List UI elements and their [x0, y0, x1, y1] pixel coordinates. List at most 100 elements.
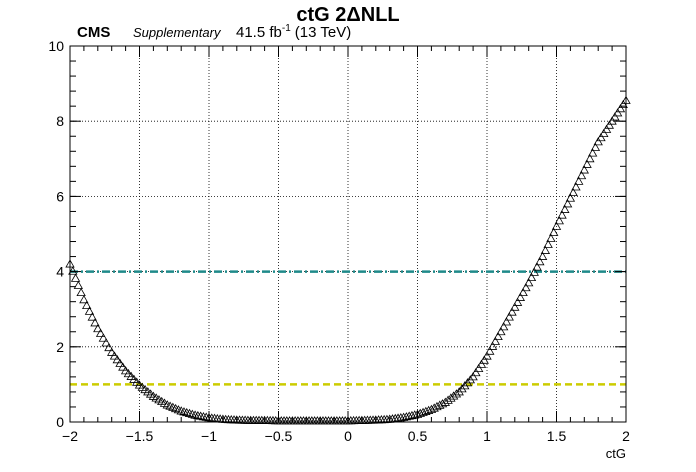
data-point: [282, 416, 292, 425]
x-tick-label: −1.5: [126, 428, 154, 444]
data-point: [115, 358, 125, 367]
data-point: [610, 112, 620, 121]
data-point: [473, 363, 484, 373]
data-point: [87, 312, 97, 321]
data-point: [76, 287, 86, 297]
data-point: [79, 294, 89, 304]
data-point: [493, 331, 503, 341]
data-point: [515, 292, 526, 301]
data-point: [462, 378, 473, 387]
x-tick-label: 1: [483, 428, 491, 444]
data-point: [451, 389, 462, 398]
data-point: [465, 375, 476, 384]
data-point: [549, 227, 559, 236]
data-point: [321, 416, 331, 425]
data-point: [182, 407, 192, 417]
data-point: [187, 409, 198, 418]
data-point: [109, 351, 120, 360]
data-point: [482, 351, 492, 360]
data-point: [512, 297, 523, 306]
data-point: [532, 262, 542, 271]
data-point: [443, 395, 453, 404]
data-point: [576, 170, 587, 180]
data-point: [587, 148, 598, 157]
data-point: [507, 307, 517, 316]
data-point: [490, 336, 501, 345]
data-point: [95, 328, 106, 337]
data-point: [485, 346, 495, 355]
data-point: [557, 210, 567, 219]
data-point: [568, 187, 578, 197]
data-point: [165, 401, 175, 410]
data-point: [404, 411, 414, 420]
y-tick-label: 8: [56, 113, 64, 129]
data-point: [546, 233, 556, 242]
data-point: [537, 251, 548, 260]
data-point: [582, 159, 592, 168]
data-point: [599, 128, 609, 138]
data-point: [498, 322, 509, 331]
data-point: [590, 142, 601, 151]
data-point: [571, 182, 581, 191]
data-point: [524, 278, 534, 287]
data-point: [593, 137, 603, 146]
grid: [70, 46, 626, 422]
data-point: [107, 347, 117, 356]
x-tick-label: −1: [201, 428, 217, 444]
data-point: [84, 306, 95, 315]
data-point: [540, 245, 551, 254]
data-point: [496, 326, 506, 336]
axis-ticks: [69, 45, 627, 423]
data-point: [73, 280, 84, 289]
data-point: [454, 387, 464, 396]
data-point: [529, 267, 539, 276]
data-point: [334, 416, 345, 425]
data-point: [471, 367, 481, 377]
data-point: [265, 415, 275, 425]
data-point: [448, 391, 459, 400]
data-point: [168, 402, 178, 411]
reference-lines: [70, 270, 626, 386]
y-tick-label: 4: [56, 264, 64, 280]
supplementary-label: Supplementary: [133, 25, 222, 40]
data-point: [104, 342, 114, 352]
data-point: [612, 108, 623, 117]
y-tick-label: 2: [56, 339, 64, 355]
data-point: [195, 411, 206, 420]
x-axis-title: ctG: [606, 446, 626, 461]
tick-labels: −2 −1.5 −1 −0.5 0 0.5 1 1.5 2 0 2 4 6 8 10: [48, 38, 630, 444]
data-point: [543, 239, 553, 248]
x-tick-label: 0.5: [408, 428, 428, 444]
data-point: [401, 412, 412, 421]
data-point: [184, 408, 195, 417]
data-point: [93, 323, 103, 333]
data-point: [307, 416, 317, 425]
data-point: [279, 416, 289, 425]
data-point: [574, 176, 584, 185]
data-point: [68, 266, 78, 275]
data-point: [615, 103, 626, 113]
data-point: [179, 407, 189, 416]
y-tick-label: 6: [56, 188, 64, 204]
data-point: [70, 273, 81, 282]
experiment-label: CMS: [77, 24, 110, 41]
data-point: [535, 257, 545, 266]
data-point: [198, 412, 209, 421]
data-point: [479, 355, 489, 364]
data-point: [476, 359, 487, 368]
data-point: [501, 317, 512, 326]
data-point: [510, 302, 520, 311]
data-point: [268, 415, 278, 425]
data-point: [521, 282, 531, 292]
data-point: [101, 338, 111, 347]
data-point: [440, 397, 450, 406]
data-point: [293, 416, 303, 425]
data-point: [118, 362, 128, 371]
data-point: [504, 312, 514, 321]
energy-label: (13 TeV): [295, 24, 351, 41]
data-point: [526, 272, 537, 282]
data-point: [446, 393, 456, 402]
x-tick-label: −0.5: [265, 428, 293, 444]
data-point: [518, 287, 528, 297]
data-point: [607, 116, 617, 125]
